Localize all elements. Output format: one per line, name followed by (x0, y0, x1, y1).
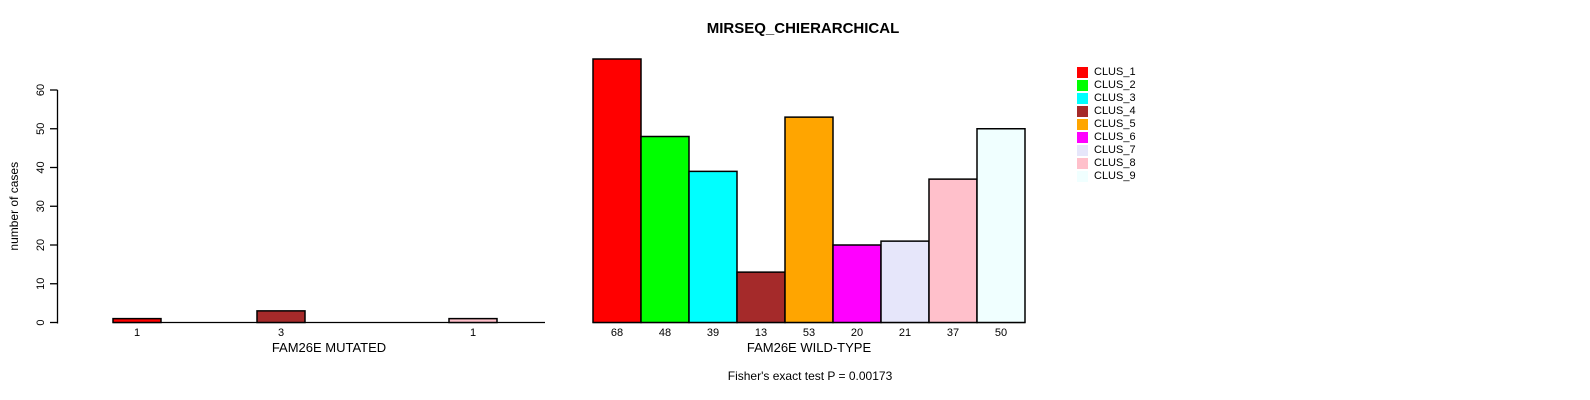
y-tick-label: 60 (35, 84, 47, 96)
legend-label: CLUS_5 (1094, 118, 1136, 130)
bar-value-label: 1 (134, 327, 140, 339)
bar-value-label: 39 (707, 327, 719, 339)
legend-item: CLUS_9 (1077, 170, 1136, 183)
bar-value-label: 50 (995, 327, 1007, 339)
x-axis-title: FAM26E MUTATED (272, 340, 386, 355)
fisher-test-caption: Fisher's exact test P = 0.00173 (727, 369, 893, 383)
legend-item: CLUS_3 (1077, 92, 1136, 105)
bar-value-label: 20 (851, 327, 863, 339)
y-tick-label: 40 (35, 161, 47, 173)
legend-swatch (1077, 158, 1088, 169)
y-tick-label: 30 (35, 200, 47, 212)
legend-label: CLUS_9 (1094, 170, 1136, 182)
legend-swatch (1077, 145, 1088, 156)
legend-item: CLUS_8 (1077, 157, 1136, 170)
legend-label: CLUS_6 (1094, 131, 1136, 143)
bar-value-label: 48 (659, 327, 671, 339)
legend-item: CLUS_7 (1077, 144, 1136, 157)
bar-CLUS_9 (976, 128, 1026, 324)
bar-CLUS_3 (688, 170, 738, 324)
legend-swatch (1077, 80, 1088, 91)
bar-value-label: 53 (803, 327, 815, 339)
y-tick-label: 10 (35, 278, 47, 290)
bar-value-label: 13 (755, 327, 767, 339)
legend-item: CLUS_6 (1077, 131, 1136, 144)
bar-value-label: 21 (899, 327, 911, 339)
x-axis-title: FAM26E WILD-TYPE (747, 340, 872, 355)
legend-swatch (1077, 67, 1088, 78)
bar-CLUS_6 (832, 244, 882, 324)
y-tick-label: 50 (35, 123, 47, 135)
bar-CLUS_8 (448, 317, 498, 324)
bar-CLUS_2 (640, 135, 690, 324)
legend-swatch (1077, 171, 1088, 182)
legend-label: CLUS_7 (1094, 144, 1136, 156)
bar-value-label: 37 (947, 327, 959, 339)
legend-swatch (1077, 106, 1088, 117)
bar-CLUS_1 (112, 317, 162, 324)
bar-CLUS_4 (256, 310, 306, 324)
bar-value-label: 3 (278, 327, 284, 339)
legend-item: CLUS_1 (1077, 66, 1136, 79)
bar-CLUS_4 (736, 271, 786, 324)
legend: CLUS_1 CLUS_2 CLUS_3 CLUS_4 CLUS_5 CLUS_6 CLUS… (1077, 66, 1136, 183)
legend-label: CLUS_1 (1094, 66, 1136, 78)
legend-swatch (1077, 93, 1088, 104)
legend-swatch (1077, 132, 1088, 143)
legend-label: CLUS_8 (1094, 157, 1136, 169)
bar-CLUS_5 (784, 116, 834, 324)
legend-item: CLUS_5 (1077, 118, 1136, 131)
legend-label: CLUS_3 (1094, 92, 1136, 104)
bar-value-label: 68 (611, 327, 623, 339)
legend-label: CLUS_2 (1094, 79, 1136, 91)
bar-value-label: 1 (470, 327, 476, 339)
legend-item: CLUS_2 (1077, 79, 1136, 92)
legend-item: CLUS_4 (1077, 105, 1136, 118)
bar-CLUS_7 (880, 240, 930, 324)
y-tick-label: 0 (35, 319, 47, 325)
y-tick-label: 20 (35, 239, 47, 251)
legend-swatch (1077, 119, 1088, 130)
bar-CLUS_8 (928, 178, 978, 324)
y-axis-title: number of cases (7, 162, 21, 251)
legend-label: CLUS_4 (1094, 105, 1136, 117)
chart-title: MIRSEQ_CHIERARCHICAL (706, 20, 900, 37)
bar-CLUS_1 (592, 58, 642, 324)
